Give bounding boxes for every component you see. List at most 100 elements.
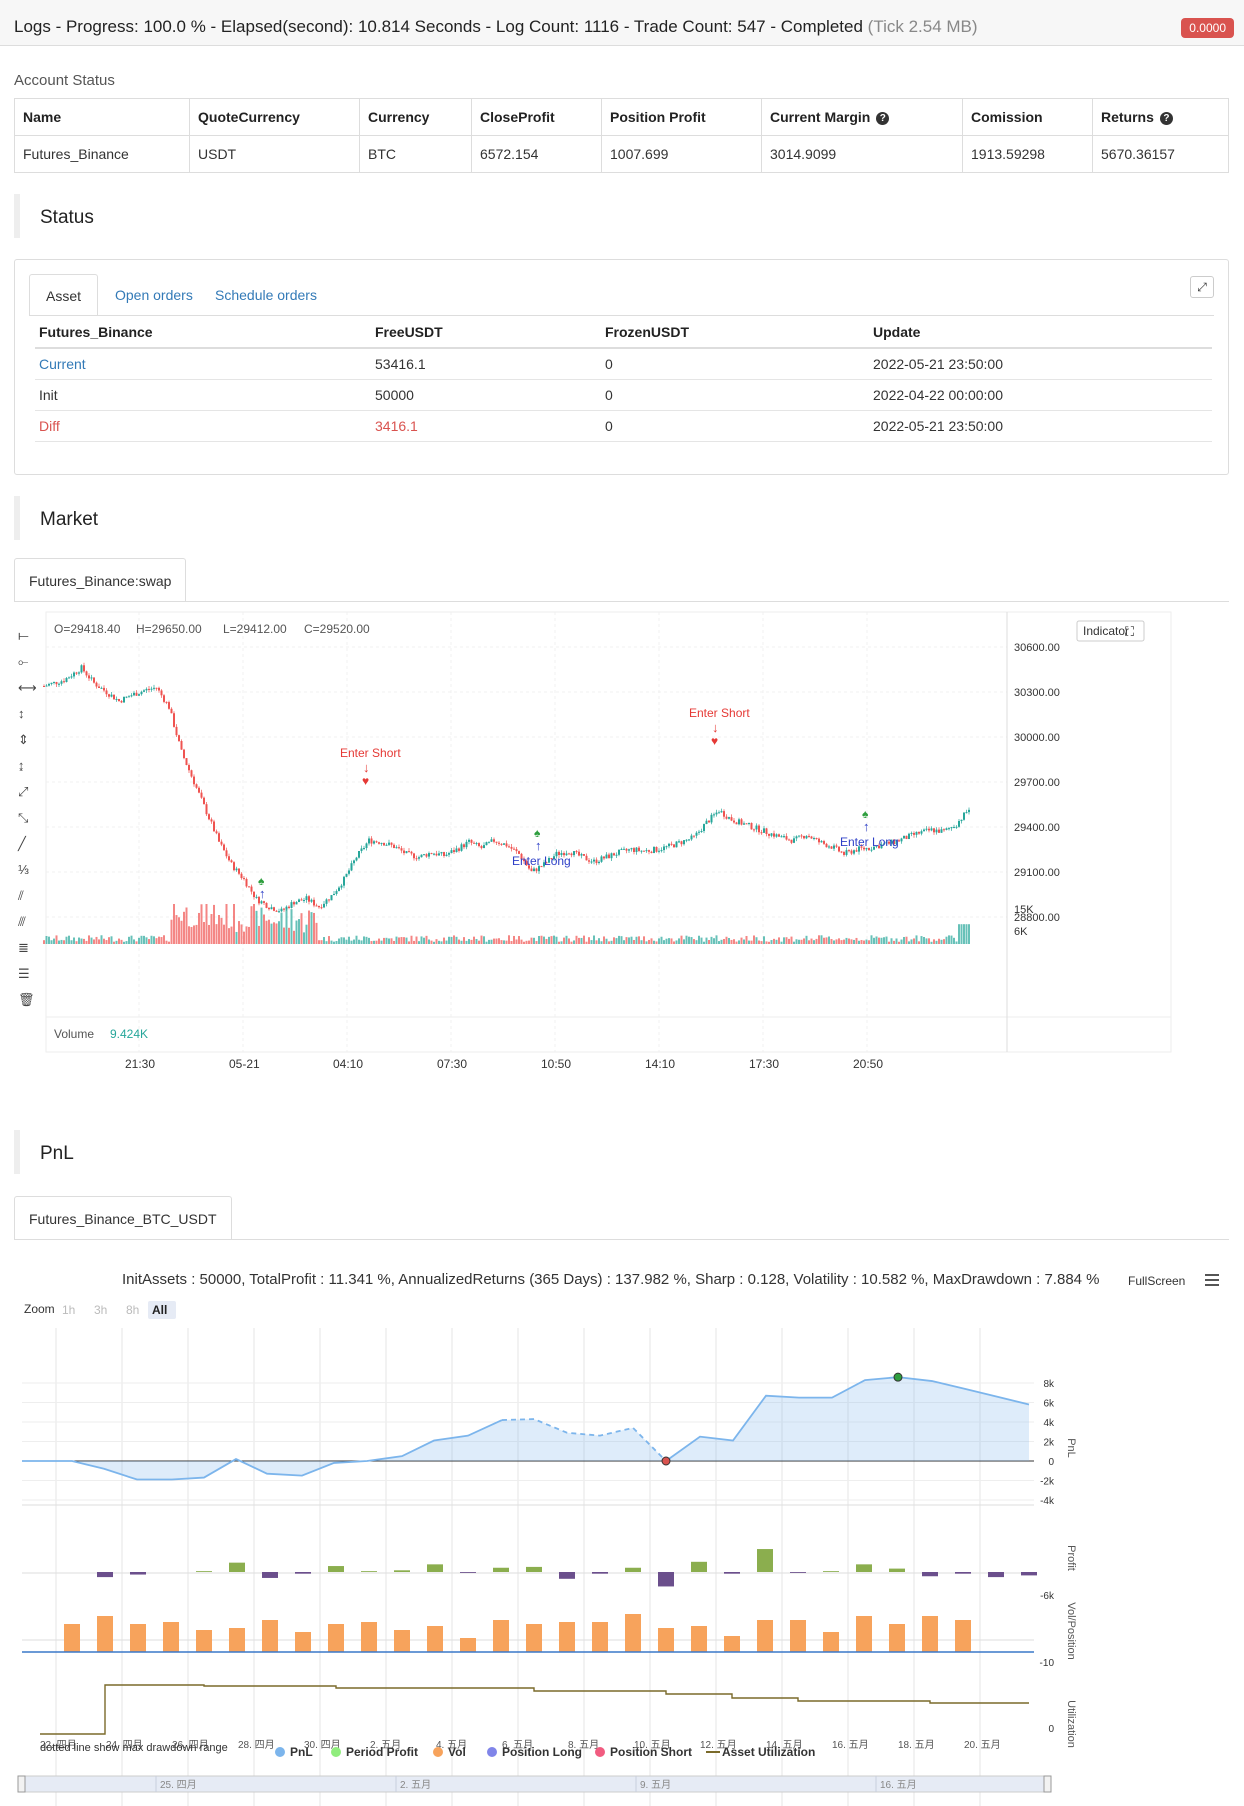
expand-icon[interactable]: ⤢ (1190, 276, 1214, 298)
volume-bar (588, 937, 590, 944)
zoom-button[interactable]: 3h (94, 1303, 107, 1317)
volume-bar (473, 936, 475, 944)
candle-body (963, 812, 965, 820)
period-profit-bar (427, 1564, 443, 1572)
volume-bar (68, 935, 70, 944)
kline-svg[interactable]: ⟝ ⟜ ⟷ ↕ ⇕ ↨ ⤢ ⤡ ╱ ⅓ ⫽ ⫻ ≣ ☰ 🗑 Enter Short↓♥♠↑Enter Lon… (14, 602, 1229, 1124)
vol-bar (691, 1626, 707, 1652)
indicator-button-label[interactable]: Indicator (1083, 624, 1129, 638)
legend-item[interactable]: Period Profit (346, 1745, 418, 1759)
price-grid (46, 612, 1007, 1052)
navigator[interactable]: 25. 四月 2. 五月 9. 五月 16. 五月 (17, 1775, 1052, 1793)
menu-icon[interactable] (1205, 1274, 1219, 1286)
help-icon[interactable]: ? (876, 112, 890, 125)
legend-swatch[interactable] (275, 1747, 285, 1757)
pnl-tab[interactable]: Futures_Binance_BTC_USDT (14, 1196, 232, 1240)
drawing-tool-icon[interactable]: ⟜ (18, 654, 28, 669)
legend-swatch[interactable] (433, 1747, 443, 1757)
volume-bar (133, 939, 135, 944)
navigator-handle-right[interactable] (1043, 1775, 1052, 1793)
volume-bar (455, 936, 458, 944)
legend-swatch[interactable] (331, 1747, 341, 1757)
volume-bar (750, 940, 753, 944)
period-profit-bar (526, 1566, 542, 1572)
candle-body (228, 856, 230, 861)
fullscreen-button[interactable]: FullScreen (1128, 1274, 1185, 1288)
candle-body (295, 902, 298, 905)
drawing-tool-icon[interactable]: ↨ (18, 758, 25, 773)
volume-bar (450, 936, 453, 944)
tab-open-orders[interactable]: Open orders (115, 287, 193, 303)
drawing-tool-icon[interactable]: ⤢ (18, 784, 28, 799)
pnl-svg[interactable]: InitAssets : 50000, TotalProfit : 11.341… (14, 1238, 1229, 1806)
zoom-button[interactable]: 8h (126, 1303, 139, 1317)
zoom-button[interactable]: All (152, 1303, 167, 1317)
candle-body (70, 676, 73, 678)
zoom-label: Zoom (24, 1302, 55, 1316)
candle-body (678, 841, 680, 843)
candle-body (928, 828, 930, 831)
tab-schedule-orders[interactable]: Schedule orders (215, 287, 317, 303)
drawing-tool-icon[interactable]: ↕ (18, 706, 25, 721)
drawing-tool-icon[interactable]: ⫻ (18, 914, 26, 929)
candle-body (205, 804, 208, 815)
period-profit-bar (361, 1571, 377, 1572)
utilization-line (40, 1684, 1029, 1735)
volume-bar (833, 940, 835, 944)
candle-body (655, 846, 658, 852)
candle-body (600, 856, 603, 862)
candle-body (520, 853, 523, 860)
zoom-button-bg[interactable] (148, 1301, 176, 1319)
price-tick-label: 28800.00 (1014, 912, 1060, 924)
volume-bar (963, 924, 965, 944)
candle-body (130, 695, 133, 697)
menu-bar[interactable] (1205, 1284, 1219, 1286)
pnl-chart[interactable]: InitAssets : 50000, TotalProfit : 11.341… (14, 1238, 1229, 1806)
row-label-current[interactable]: Current (35, 348, 371, 380)
cell: 1913.59298 (962, 135, 1093, 173)
drawing-tool-icon[interactable]: ≣ (18, 940, 29, 955)
pnl-grid: 8k 6k 4k 2k 0 -2k -4k (22, 1328, 1055, 1806)
tab-asset[interactable]: Asset (29, 274, 99, 316)
legend-item[interactable]: Position Long (502, 1745, 582, 1759)
kline-chart[interactable]: ⟝ ⟜ ⟷ ↕ ⇕ ↨ ⤢ ⤡ ╱ ⅓ ⫽ ⫻ ≣ ☰ 🗑 Enter Short ↓ ♥ ♠ ↑ Enter Lon… (14, 602, 1229, 1124)
volume-bar (738, 940, 740, 944)
drawing-tool-icon[interactable]: 🗑 (18, 992, 35, 1007)
navigator-handle-left[interactable] (17, 1775, 26, 1793)
drawing-tool-icon[interactable]: ⇕ (18, 732, 29, 747)
volume-bar (175, 915, 178, 944)
indicator-button[interactable]: Indicator ⛶ (1076, 620, 1145, 642)
candle-body (103, 687, 105, 691)
drawing-tool-icon[interactable]: ⟝ (18, 628, 29, 643)
volume-bar (53, 938, 55, 944)
legend-item[interactable]: Position Short (610, 1745, 692, 1759)
fullscreen-icon[interactable]: ⛶ (1124, 624, 1135, 639)
legend-item[interactable]: Vol (448, 1745, 466, 1759)
legend-item[interactable]: Asset Utilization (722, 1745, 815, 1759)
candle-body (460, 844, 463, 851)
candle-body (548, 858, 550, 863)
candle-body (588, 860, 590, 862)
menu-bar[interactable] (1205, 1274, 1219, 1276)
drawing-tool-icon[interactable]: ☰ (18, 966, 30, 981)
legend-item[interactable]: PnL (290, 1745, 313, 1759)
market-tab[interactable]: Futures_Binance:swap (14, 558, 187, 602)
volume-bar (130, 935, 133, 944)
long-arrow-icon: ↑ (535, 838, 542, 853)
zoom-button[interactable]: 1h (62, 1303, 75, 1317)
volume-bar (815, 938, 818, 944)
indicator-button-bg[interactable] (1076, 620, 1145, 642)
drawing-tool-icon[interactable]: ⫽ (17, 888, 24, 903)
drawing-tool-icon[interactable]: ⟷ (18, 680, 37, 695)
menu-bar[interactable] (1205, 1279, 1219, 1281)
volume-bar (128, 936, 130, 944)
drawing-tool-icon[interactable]: ╱ (17, 835, 27, 852)
candle-body (390, 842, 393, 845)
legend-swatch[interactable] (487, 1747, 497, 1757)
help-icon[interactable]: ? (1159, 112, 1173, 125)
drawing-tool-icon[interactable]: ⤡ (18, 810, 29, 825)
pnl-tick-label: -2k (1040, 1477, 1055, 1488)
drawing-tool-icon[interactable]: ⅓ (18, 862, 29, 877)
legend-swatch[interactable] (595, 1747, 605, 1757)
